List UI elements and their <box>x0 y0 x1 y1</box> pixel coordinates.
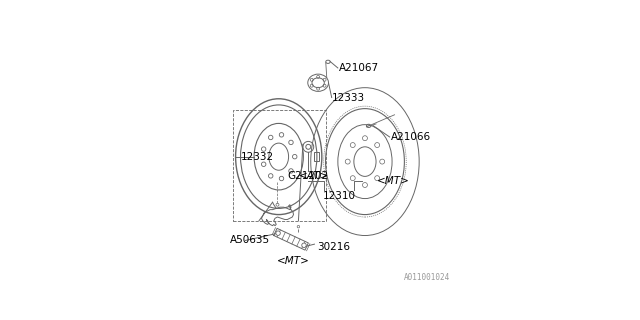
Circle shape <box>302 243 306 247</box>
Text: 12333: 12333 <box>332 92 365 102</box>
Text: <MT>: <MT> <box>377 176 410 186</box>
Circle shape <box>276 231 280 236</box>
Text: A011001024: A011001024 <box>404 273 450 282</box>
Text: <MT>: <MT> <box>277 256 310 266</box>
Text: <AT>: <AT> <box>300 172 330 181</box>
Text: G21202: G21202 <box>288 172 329 181</box>
Text: 30216: 30216 <box>317 242 350 252</box>
Text: 12332: 12332 <box>241 152 274 162</box>
Text: A50635: A50635 <box>230 236 269 245</box>
Polygon shape <box>274 228 308 250</box>
Text: 12310: 12310 <box>323 191 356 201</box>
Text: A21067: A21067 <box>339 63 380 73</box>
Text: A21066: A21066 <box>391 132 431 142</box>
Bar <box>314 152 319 161</box>
